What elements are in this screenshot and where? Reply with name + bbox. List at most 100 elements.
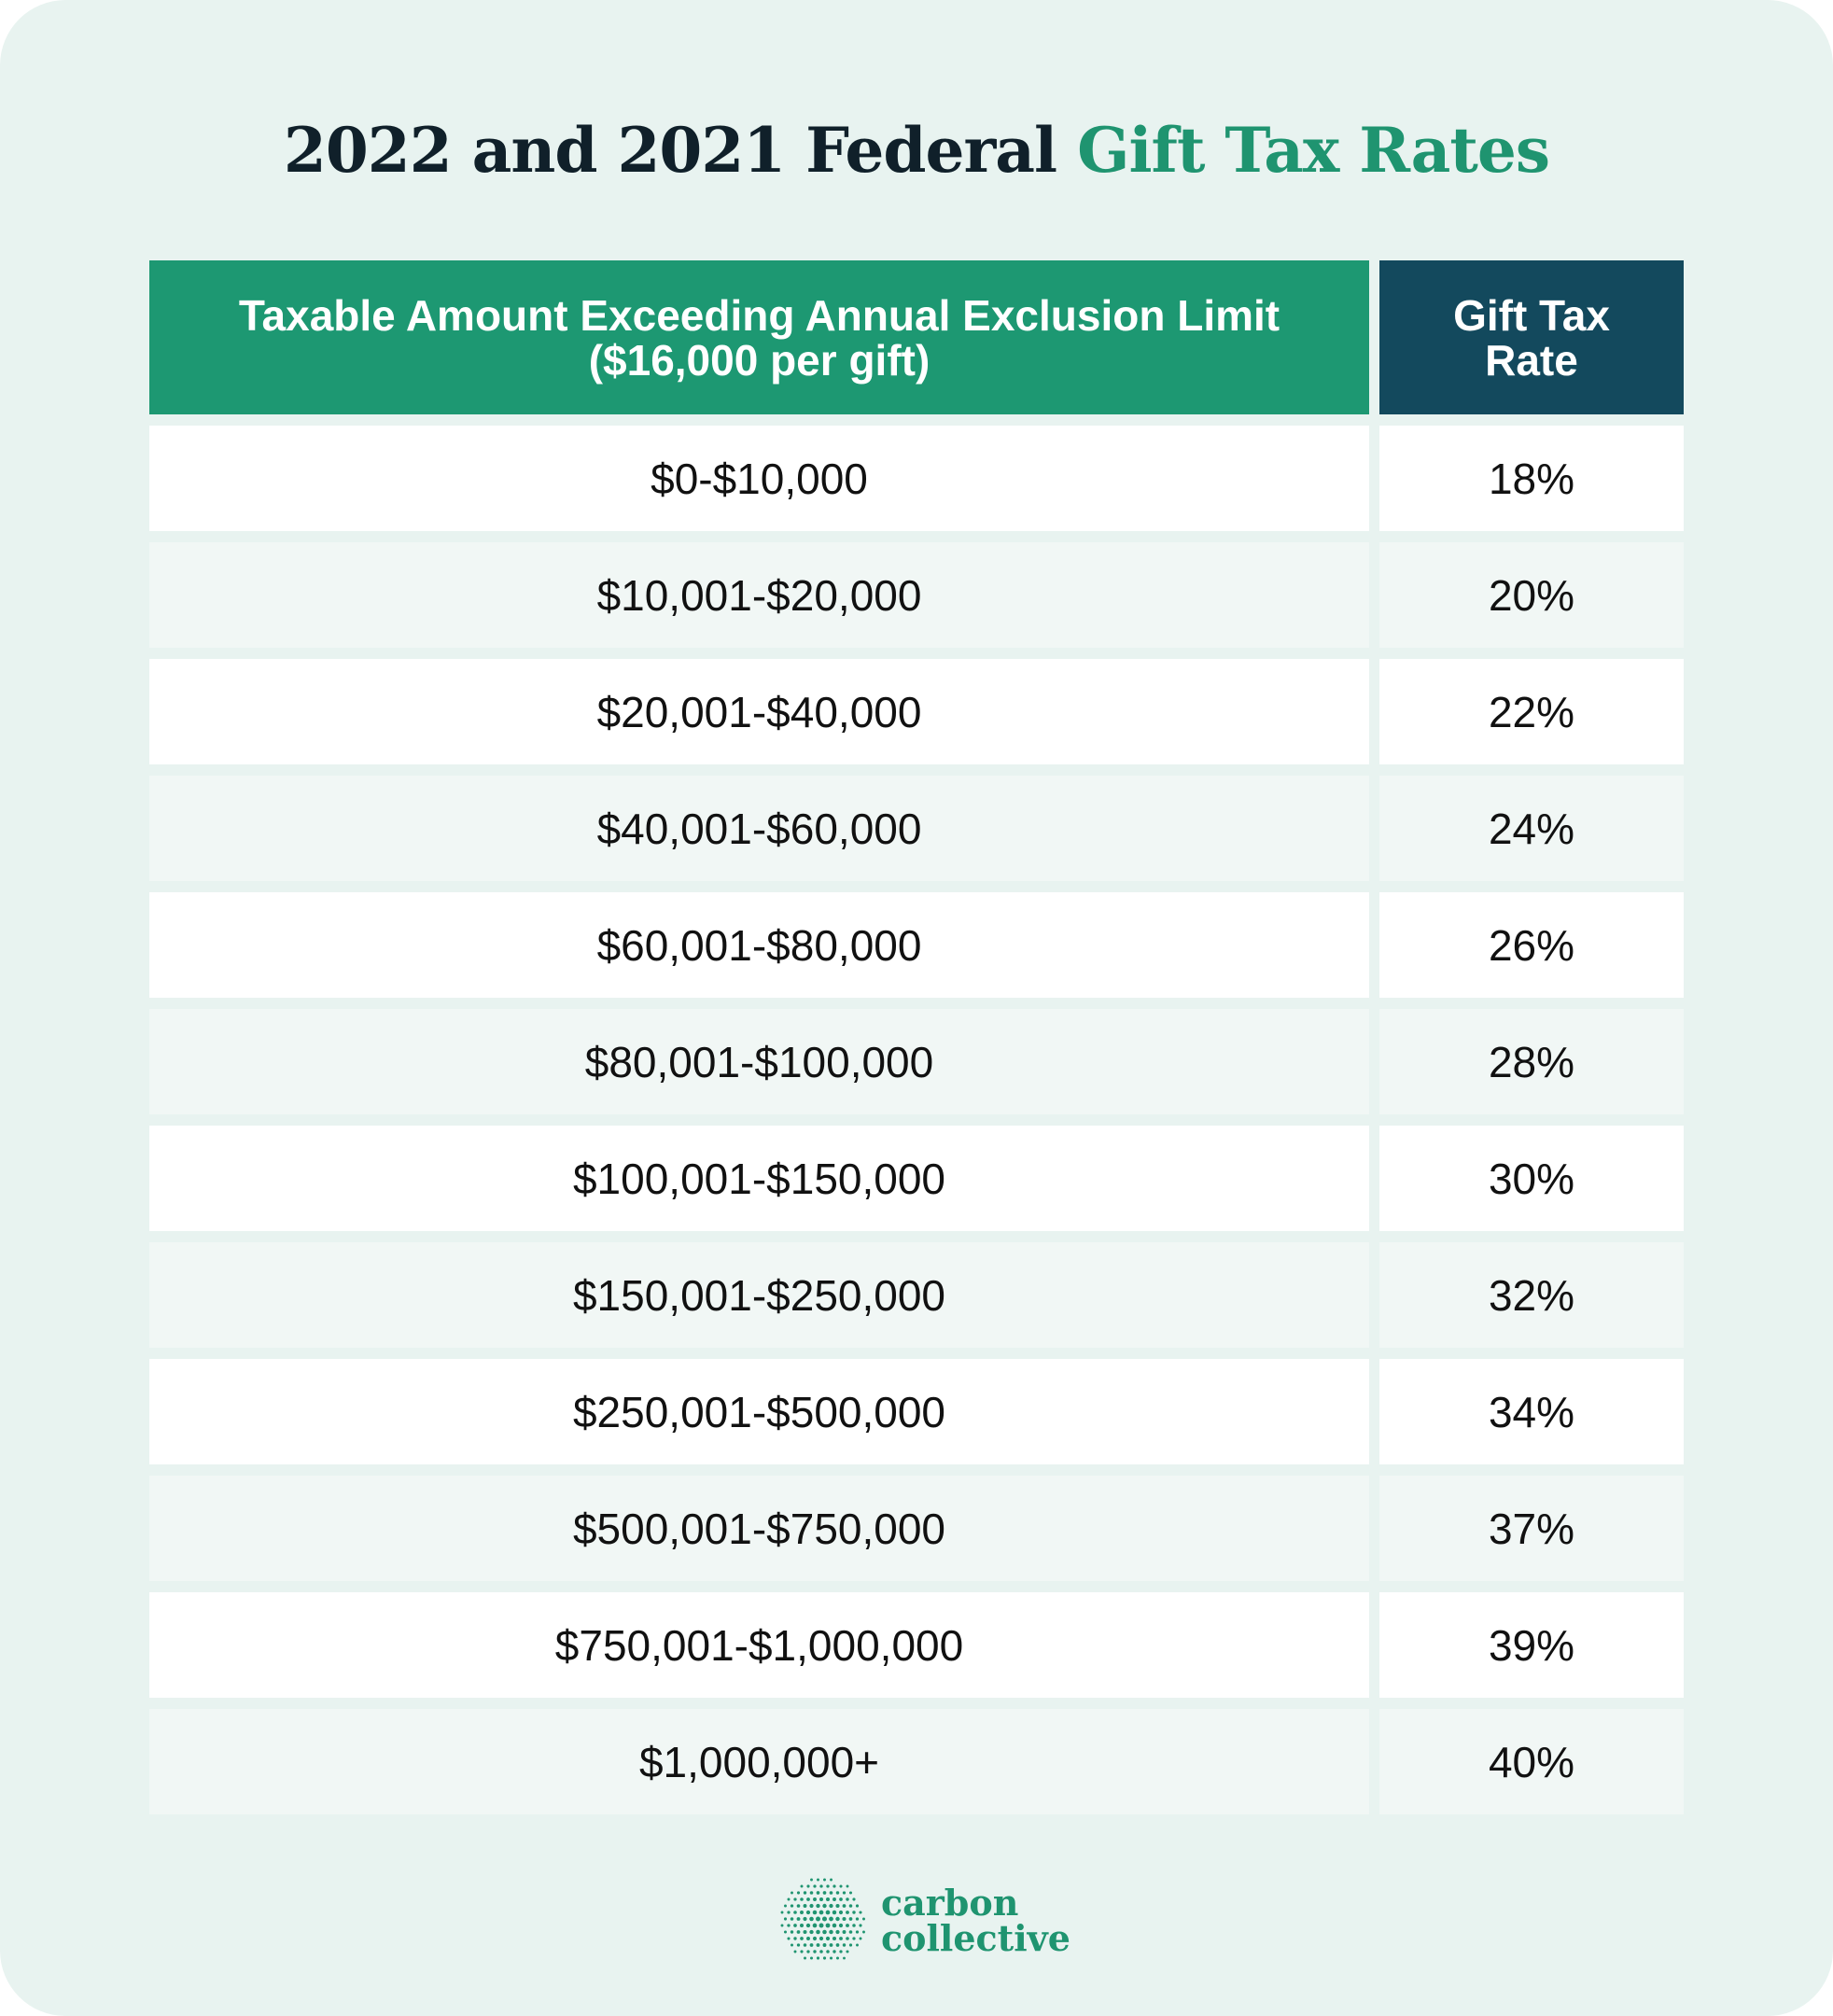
- logo-dot: [829, 1956, 833, 1960]
- logo-dot: [783, 1917, 788, 1921]
- logo-dot: [846, 1950, 849, 1953]
- logo-dot: [803, 1943, 807, 1947]
- logo-dot: [852, 1937, 856, 1940]
- gift-tax-table: Taxable Amount Exceeding Annual Exclusio…: [149, 260, 1684, 1826]
- logo-dot: [813, 1950, 817, 1953]
- logo-dot: [862, 1917, 865, 1921]
- logo-dot: [848, 1917, 853, 1921]
- title-main: 2022 and 2021 Federal: [283, 114, 1078, 187]
- logo-dot: [829, 1929, 833, 1935]
- logo-dot: [816, 1956, 820, 1960]
- logo-dot: [833, 1897, 836, 1901]
- title-accent: Gift Tax Rates: [1077, 114, 1550, 187]
- logo-dot: [793, 1897, 797, 1901]
- logo-dot: [842, 1930, 847, 1934]
- logo-dot: [855, 1917, 860, 1921]
- rate-cell: 30%: [1379, 1126, 1684, 1231]
- logo-dot: [796, 1904, 801, 1908]
- logo-dot: [819, 1910, 824, 1915]
- logo-dot: [839, 1884, 843, 1888]
- logo-dot: [848, 1904, 853, 1908]
- logo-dot: [805, 1910, 811, 1915]
- logo-dot: [810, 1878, 813, 1882]
- logo-dot: [780, 1924, 784, 1927]
- header-gift-tax-rate-line2: Rate: [1485, 335, 1578, 385]
- amount-cell: $500,001-$750,000: [149, 1476, 1369, 1581]
- logo-dot: [829, 1916, 833, 1922]
- table-row: $60,001-$80,000 26%: [149, 892, 1684, 998]
- rate-cell: 34%: [1379, 1359, 1684, 1464]
- table-row: $150,001-$250,000 32%: [149, 1242, 1684, 1348]
- logo-dot: [859, 1911, 862, 1914]
- logo-dot: [812, 1910, 818, 1915]
- logo-dot: [790, 1917, 794, 1921]
- logo-dot: [800, 1924, 804, 1927]
- table-row: $750,001-$1,000,000 39%: [149, 1592, 1684, 1698]
- page-title: 2022 and 2021 Federal Gift Tax Rates: [0, 114, 1833, 187]
- logo-dot: [835, 1943, 840, 1947]
- logo-dot: [842, 1904, 847, 1908]
- logo-dot: [817, 1878, 819, 1882]
- logo-dot: [823, 1878, 826, 1882]
- logo-dot: [805, 1923, 811, 1928]
- logo-dot: [816, 1929, 820, 1935]
- logo-dot: [838, 1910, 844, 1915]
- logo-dot: [809, 1903, 814, 1909]
- logo-dot: [791, 1891, 793, 1895]
- logo-dot: [848, 1943, 853, 1947]
- table-row: $20,001-$40,000 22%: [149, 659, 1684, 764]
- amount-cell: $100,001-$150,000: [149, 1126, 1369, 1231]
- logo-dot: [826, 1950, 830, 1953]
- logo-dot: [787, 1911, 791, 1914]
- logo-dot: [829, 1891, 833, 1895]
- logo-dot: [800, 1950, 804, 1953]
- logo-dot: [855, 1904, 860, 1908]
- logo-dot: [796, 1891, 801, 1895]
- logo-dot: [804, 1956, 806, 1960]
- logo-dot: [796, 1917, 801, 1921]
- logo-dot: [809, 1929, 814, 1935]
- logo-dot: [833, 1950, 836, 1953]
- logo-dot: [819, 1923, 824, 1928]
- rate-cell: 32%: [1379, 1242, 1684, 1348]
- carbon-collective-logo: carbon collective: [777, 1874, 1070, 1967]
- logo-dot: [790, 1943, 794, 1947]
- amount-cell: $0-$10,000: [149, 426, 1369, 531]
- table-row: $80,001-$100,000 28%: [149, 1009, 1684, 1114]
- logo-dot: [783, 1930, 788, 1934]
- logo-dot: [790, 1930, 794, 1934]
- logo-dot: [822, 1903, 827, 1909]
- logo-dot: [856, 1943, 859, 1947]
- logo-line-carbon: carbon: [881, 1882, 1019, 1924]
- rate-cell: 37%: [1379, 1476, 1684, 1581]
- logo-dot: [835, 1891, 840, 1895]
- logo-dot: [813, 1897, 817, 1901]
- table-row: $40,001-$60,000 24%: [149, 776, 1684, 881]
- amount-cell: $40,001-$60,000: [149, 776, 1369, 881]
- logo-dot: [803, 1929, 807, 1935]
- logo-dot: [842, 1916, 847, 1922]
- header-taxable-amount: Taxable Amount Exceeding Annual Exclusio…: [149, 260, 1369, 414]
- logo-dot: [826, 1884, 830, 1888]
- logo-dot: [800, 1911, 804, 1914]
- table-row: $250,001-$500,000 34%: [149, 1359, 1684, 1464]
- logo-dot: [846, 1911, 849, 1914]
- logo-dot: [855, 1930, 860, 1934]
- amount-cell: $150,001-$250,000: [149, 1242, 1369, 1348]
- logo-dot: [803, 1916, 807, 1922]
- logo-dot: [816, 1903, 820, 1909]
- amount-cell: $80,001-$100,000: [149, 1009, 1369, 1114]
- logo-dot: [793, 1924, 797, 1927]
- amount-cell: $10,001-$20,000: [149, 542, 1369, 648]
- logo-dot: [835, 1916, 840, 1922]
- logo-dot: [787, 1937, 791, 1940]
- logo-dot: [812, 1923, 818, 1928]
- logo-dot: [852, 1924, 856, 1927]
- header-taxable-amount-line1: Taxable Amount Exceeding Annual Exclusio…: [238, 290, 1280, 340]
- logo-dot: [843, 1956, 846, 1960]
- logo-dot: [819, 1884, 823, 1888]
- logo-line-collective: collective: [881, 1917, 1070, 1959]
- logo-dot: [819, 1950, 823, 1953]
- logo-dot: [822, 1929, 827, 1935]
